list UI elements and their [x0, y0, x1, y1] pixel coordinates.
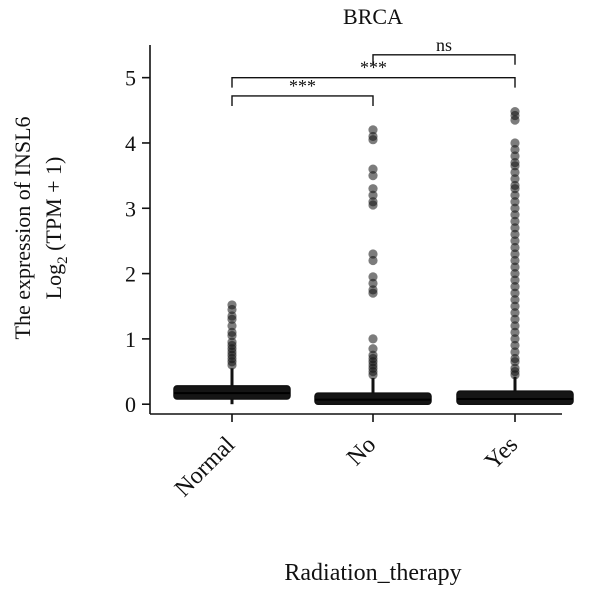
outlier-point	[227, 337, 237, 347]
outlier-point	[510, 157, 520, 168]
x-tick-label: Normal	[170, 432, 240, 502]
outlier-point	[227, 321, 237, 331]
outlier-point	[368, 350, 378, 360]
y-axis-title: The expression of INSL6 Log2 (TPM + 1)	[10, 116, 71, 339]
outlier-point	[510, 255, 520, 266]
y-tick-label: 2	[125, 262, 136, 287]
y-tick-label: 4	[125, 131, 136, 156]
outlier-point	[510, 301, 520, 311]
outlier-point	[510, 288, 520, 298]
outlier-point	[510, 242, 520, 253]
outlier-point	[227, 300, 237, 310]
y-tick-label: 3	[125, 196, 136, 221]
outlier-point	[510, 308, 520, 318]
outlier-point	[368, 278, 378, 288]
outlier-point	[510, 314, 520, 324]
significance-brackets: *** *** ns	[231, 35, 516, 106]
outlier-point	[368, 255, 378, 266]
outlier-point	[510, 138, 520, 148]
outlier-point	[368, 334, 378, 344]
box-group	[173, 300, 291, 405]
box-group	[314, 125, 432, 405]
outlier-point	[510, 151, 520, 161]
outlier-point	[368, 249, 378, 259]
outlier-point	[510, 144, 520, 155]
outlier-point	[510, 327, 520, 337]
significance-label: ***	[360, 58, 387, 78]
y-axis-title-line-2: Log2 (TPM + 1)	[41, 157, 71, 300]
outlier-point	[510, 282, 520, 292]
outlier-point	[510, 249, 520, 259]
outlier-point	[368, 190, 378, 200]
outlier-point	[368, 131, 378, 142]
outlier-point	[510, 275, 520, 285]
x-tick-label: Yes	[480, 432, 523, 475]
outlier-point	[368, 197, 378, 207]
significance-bracket	[231, 95, 374, 106]
outlier-point	[368, 184, 378, 194]
y-tick-label: 0	[125, 392, 136, 417]
outlier-point	[510, 203, 520, 213]
y-tick-label: 1	[125, 327, 136, 352]
y-axis: 0 1 2 3 4 5	[125, 45, 151, 417]
x-axis: Normal No Yes	[150, 413, 562, 502]
outlier-point	[510, 107, 520, 117]
outlier-point	[510, 321, 520, 331]
outlier-point	[510, 210, 520, 220]
y-axis-title-unit: (TPM + 1)	[41, 157, 66, 257]
outlier-point	[510, 190, 520, 200]
outlier-point	[510, 295, 520, 305]
outlier-point	[227, 327, 237, 337]
outlier-point	[510, 236, 520, 246]
outlier-point	[510, 216, 520, 226]
y-axis-title-log: Log	[41, 264, 66, 299]
x-axis-title: Radiation_therapy	[284, 560, 461, 586]
box-plots	[173, 107, 574, 405]
outlier-point	[510, 353, 520, 364]
significance-label: ***	[289, 76, 316, 96]
x-tick-label: No	[342, 432, 381, 471]
significance-bracket	[231, 76, 516, 88]
outlier-point	[510, 363, 520, 373]
outlier-point	[510, 262, 520, 272]
outlier-point	[510, 334, 520, 344]
box	[456, 390, 574, 405]
y-axis-title-subscript: 2	[55, 256, 71, 264]
significance-bracket	[372, 54, 516, 65]
outlier-point	[368, 125, 378, 135]
chart-title: BRCA	[343, 4, 403, 29]
outlier-point	[510, 223, 520, 233]
outlier-point	[510, 268, 520, 279]
outlier-point	[368, 344, 378, 354]
box-group	[456, 107, 574, 405]
outlier-point	[227, 311, 237, 321]
outlier-point	[510, 197, 520, 207]
outlier-point	[368, 171, 378, 181]
y-tick-label: 5	[125, 66, 136, 91]
outlier-point	[510, 340, 520, 351]
outlier-point	[510, 167, 520, 177]
significance-label: ns	[436, 35, 452, 55]
y-axis-title-line-1: The expression of INSL6	[10, 116, 35, 339]
outlier-point	[510, 174, 520, 184]
outlier-point	[368, 272, 378, 282]
outlier-point	[510, 180, 520, 191]
outlier-point	[510, 229, 520, 239]
outlier-point	[510, 347, 520, 357]
outlier-point	[368, 164, 378, 174]
outlier-point	[368, 285, 378, 295]
